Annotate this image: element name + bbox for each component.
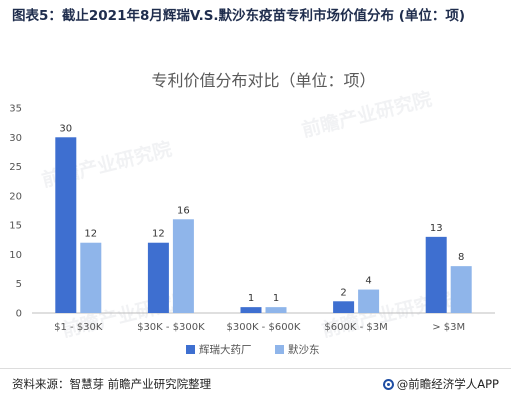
bar [172, 219, 194, 313]
footer: 资料来源：智慧芽 前瞻产业研究院整理 @前瞻经济学人APP [0, 368, 511, 403]
legend-swatch [275, 345, 284, 354]
bar [425, 236, 447, 313]
data-label: 13 [430, 223, 443, 234]
bar [80, 242, 102, 313]
data-label: 1 [248, 293, 254, 304]
data-label: 12 [84, 229, 97, 240]
data-label: 4 [365, 276, 371, 287]
bar [333, 301, 355, 313]
y-tick-label: 25 [9, 162, 22, 173]
bar [450, 266, 472, 313]
x-tick-label: $300K - $600K [227, 322, 301, 333]
bar [358, 289, 380, 313]
bar [147, 242, 169, 313]
y-tick-label: 15 [9, 221, 22, 232]
y-tick-label: 35 [9, 104, 22, 115]
bar [265, 307, 287, 313]
data-label: 8 [458, 252, 464, 263]
x-tick-label: $1 - $30K [54, 322, 103, 333]
bar [240, 307, 262, 313]
data-label: 12 [152, 229, 165, 240]
legend-swatch [186, 345, 195, 354]
data-label: 1 [273, 293, 279, 304]
y-tick-label: 10 [9, 250, 22, 261]
x-tick-label: > $3M [432, 322, 465, 333]
chart-title: 专利价值分布对比（单位：项） [151, 71, 375, 90]
source-note: 资料来源：智慧芽 前瞻产业研究院整理 [12, 377, 212, 391]
brand-logo-icon [382, 378, 394, 390]
legend-label: 默沙东 [288, 343, 320, 356]
legend-label: 辉瑞大药厂 [199, 343, 252, 356]
y-tick-label: 30 [9, 133, 22, 144]
data-label: 16 [177, 205, 190, 216]
brand: @前瞻经济学人APP [382, 376, 499, 392]
bar [55, 137, 77, 313]
y-tick-label: 0 [16, 309, 22, 320]
x-tick-label: $600K - $3M [324, 322, 387, 333]
figure-title: 图表5：截止2021年8月辉瑞V.S.默沙东疫苗专利市场价值分布 (单位：项) [12, 8, 466, 24]
y-tick-label: 5 [16, 279, 22, 290]
y-tick-label: 20 [9, 191, 22, 202]
data-label: 30 [59, 123, 72, 134]
data-label: 2 [340, 287, 346, 298]
brand-label: @前瞻经济学人APP [396, 377, 499, 391]
x-tick-label: $30K - $300K [137, 322, 205, 333]
